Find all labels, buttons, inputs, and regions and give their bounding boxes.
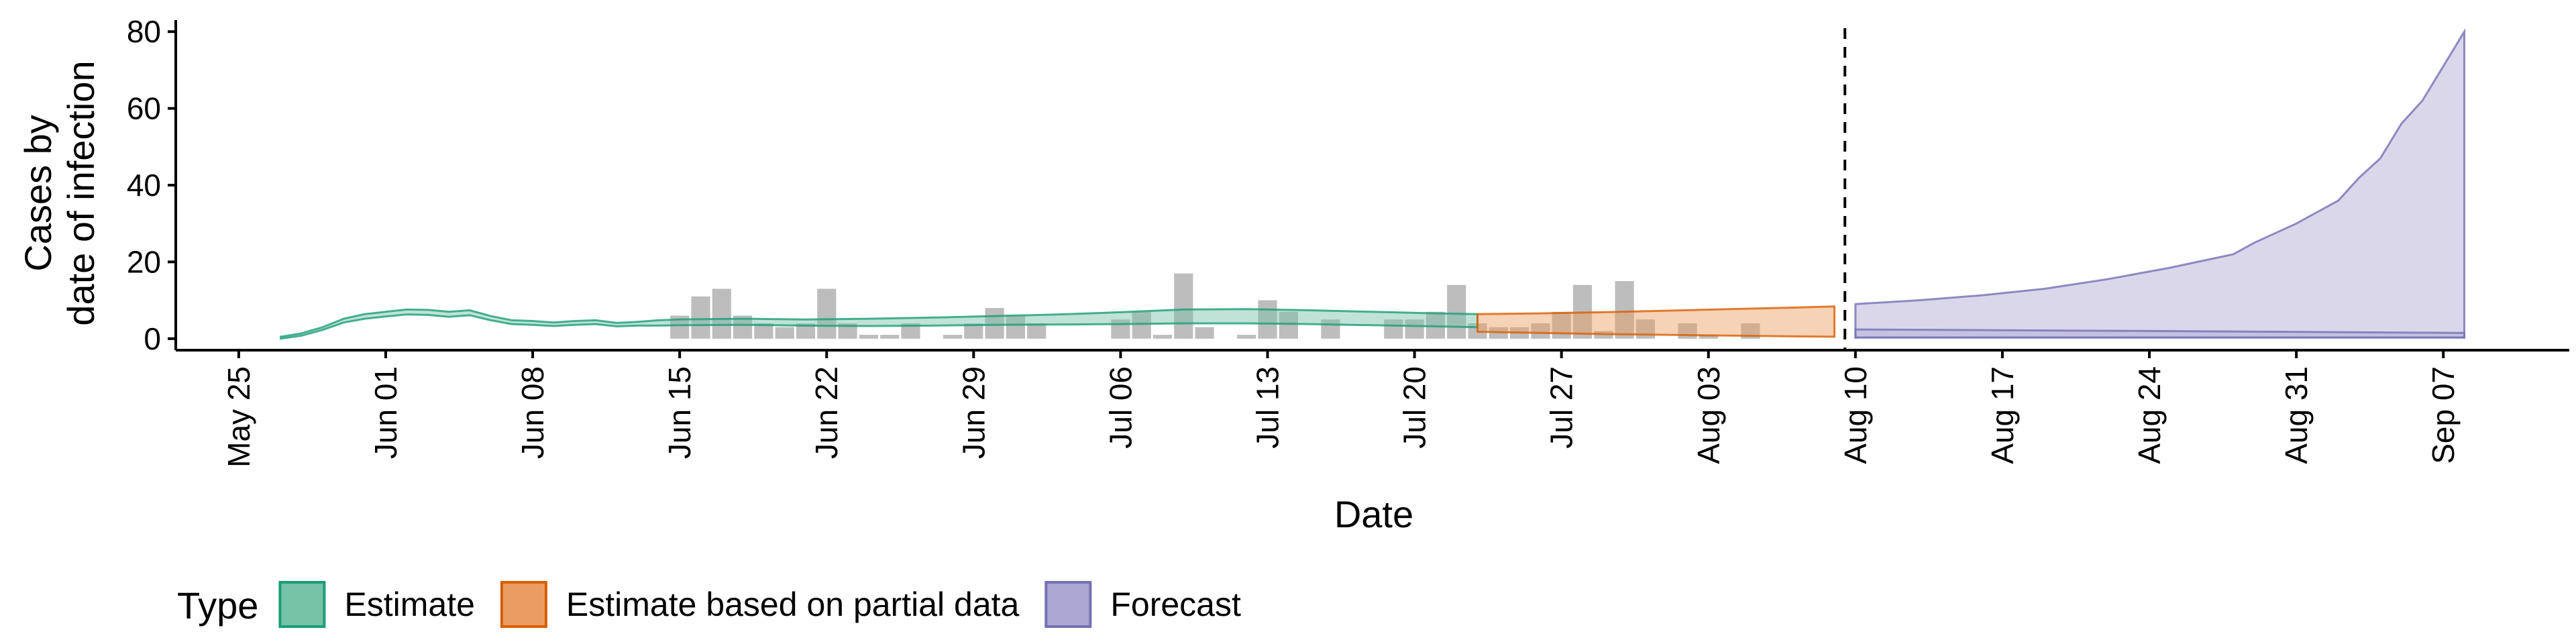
- y-tick-label-0: 0: [144, 321, 161, 356]
- x-tick-label-12: Aug 17: [1985, 366, 2020, 464]
- y-tick-label-80: 80: [127, 14, 161, 49]
- legend-label-0: Estimate: [344, 586, 475, 623]
- y-tick-label-40: 40: [127, 168, 161, 203]
- legend-key-2: [1044, 581, 1092, 628]
- x-tick-label-15: Sep 07: [2426, 366, 2461, 464]
- x-tick-label-8: Jul 20: [1397, 366, 1432, 449]
- x-tick-label-10: Aug 03: [1691, 366, 1726, 464]
- x-tick-label-1: Jun 01: [368, 366, 403, 459]
- reported-case-bar-40: [1699, 335, 1718, 339]
- reported-case-bar-2: [712, 288, 731, 339]
- reported-case-bar-6: [796, 323, 816, 339]
- legend-label-2: Forecast: [1110, 586, 1241, 623]
- legend-key-0: [278, 581, 326, 628]
- x-tick-label-2: Jun 08: [515, 366, 550, 459]
- x-tick-label-3: Jun 15: [662, 366, 697, 459]
- reported-case-bar-12: [943, 335, 963, 339]
- reported-case-bar-28: [1426, 311, 1445, 339]
- reported-case-bar-10: [880, 335, 900, 339]
- reported-case-bar-1: [691, 296, 710, 339]
- reported-case-bar-29: [1447, 284, 1466, 339]
- band-estimate-0: [280, 308, 1479, 340]
- reported-case-bar-8: [838, 323, 857, 339]
- legend-label-1: Estimate based on partial data: [566, 586, 1020, 623]
- x-tick-label-4: Jun 22: [809, 366, 844, 459]
- reported-case-bar-24: [1279, 311, 1298, 339]
- band-estimate-based-on-partial-data-1: [1477, 305, 1836, 338]
- reported-case-bar-20: [1174, 273, 1193, 339]
- reported-case-bar-11: [901, 323, 920, 339]
- reported-case-bar-14: [985, 308, 1004, 339]
- reported-case-bar-15: [1006, 315, 1025, 339]
- x-tick-label-7: Jul 13: [1250, 366, 1285, 449]
- band-forecast-3: [1854, 328, 2465, 339]
- y-tick-label-60: 60: [127, 91, 161, 126]
- reported-case-bar-4: [754, 323, 773, 339]
- axes: 0 20 40 60 80 May 25 Jun 01 Jun 08 Jun 15 Jun 22 J…: [127, 14, 2569, 468]
- reported-case-bar-13: [964, 323, 983, 339]
- legend-title: Type: [177, 584, 258, 627]
- reported-case-bar-21: [1195, 327, 1214, 339]
- legend-key-1: [500, 581, 547, 628]
- reported-case-bar-22: [1237, 335, 1256, 339]
- reported-case-bar-7: [817, 288, 837, 339]
- reported-case-bar-19: [1152, 335, 1173, 339]
- x-axis-title: Date: [1334, 493, 1413, 535]
- band-forecast-2: [1854, 28, 2465, 339]
- x-tick-label-9: Jul 27: [1544, 366, 1579, 449]
- reported-case-bar-5: [775, 327, 794, 339]
- reported-case-bar-37: [1615, 281, 1634, 339]
- reported-case-bar-25: [1321, 319, 1340, 339]
- x-tick-label-13: Aug 24: [2132, 366, 2167, 464]
- reported-case-bar-23: [1258, 300, 1277, 339]
- reported-case-bar-17: [1111, 319, 1130, 339]
- reported-case-bar-26: [1384, 319, 1403, 339]
- y-tick-label-20: 20: [127, 244, 161, 279]
- reported-case-bar-9: [859, 335, 878, 339]
- reported-case-bar-33: [1531, 323, 1550, 339]
- y-axis-title-line-1: Cases by: [17, 115, 59, 271]
- y-axis-title-line-2: date of infection: [60, 60, 102, 325]
- reported-case-bar-16: [1027, 323, 1046, 339]
- reported-case-bar-18: [1132, 311, 1151, 339]
- x-tick-label-5: Jun 29: [956, 366, 991, 459]
- reported-case-bar-27: [1405, 319, 1424, 339]
- x-tick-label-6: Jul 06: [1103, 366, 1138, 449]
- x-tick-label-14: Aug 31: [2279, 366, 2314, 464]
- x-tick-label-11: Aug 10: [1838, 366, 1873, 464]
- estimate-bands: [280, 28, 2465, 340]
- x-tick-label-0: May 25: [221, 366, 256, 468]
- legend: Type Estimate Estimate based on partial d…: [177, 581, 1241, 628]
